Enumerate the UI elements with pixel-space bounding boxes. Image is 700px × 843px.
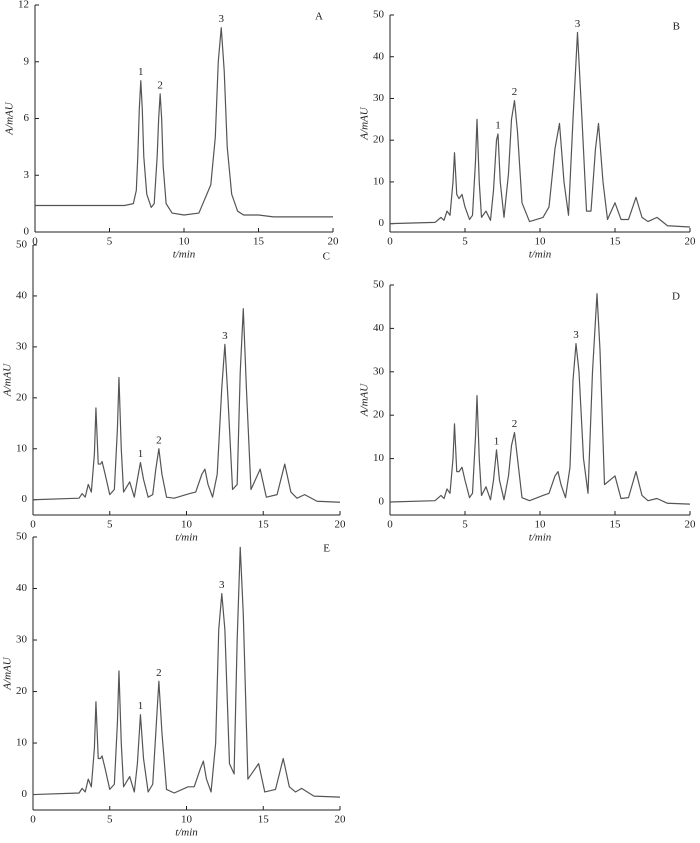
peak-label: 3 [219,579,225,591]
x-tick-label: 5 [107,814,113,826]
y-axis-label: A/mAU [2,363,14,397]
peak-label: 2 [156,667,162,679]
x-axis-label: t/min [529,249,552,261]
panel: 0 5 10 15 20 0 10 20 30 40 50 t/min A/mAU E 1 2 3 [2,531,346,839]
x-tick-label: 10 [181,814,193,826]
y-tick-label: 10 [373,175,385,187]
peak-label: 2 [156,434,162,446]
y-tick-label: 40 [16,582,28,594]
y-tick-label: 50 [16,531,28,543]
y-axis-label: A/mAU [359,106,371,140]
x-tick-label: 20 [685,236,697,248]
y-tick-label: 30 [16,634,28,646]
trace [32,546,341,798]
y-tick-label: 30 [373,365,385,377]
peak-label: 1 [138,66,144,78]
x-tick-label: 20 [335,814,347,826]
x-axis-label: t/min [175,532,198,544]
peak-label: 1 [494,435,500,447]
y-tick-label: 30 [373,92,385,104]
x-tick-label: 20 [328,236,340,248]
peak-label: 2 [157,79,163,91]
y-axis-label: A/mAU [2,656,14,690]
y-axis-label: A/mAU [359,383,371,417]
x-tick-label: 20 [685,519,697,531]
x-axis-label: t/min [175,827,198,839]
y-tick-label: 0 [379,217,385,229]
peak-label: 1 [138,700,144,712]
x-tick-label: 15 [258,519,270,531]
panel-label: B [673,21,680,33]
panel: 0 5 10 15 20 0 10 20 30 40 50 t/min A/mAU B 1 2 3 [359,9,696,261]
peak-label: 3 [575,18,581,30]
y-tick-label: 40 [373,50,385,62]
y-tick-label: 9 [24,55,30,67]
peak-label: 2 [512,86,518,98]
x-tick-label: 10 [535,519,547,531]
x-tick-label: 0 [387,236,393,248]
x-tick-label: 0 [32,236,38,248]
x-tick-label: 0 [30,519,36,531]
y-tick-label: 6 [24,112,30,124]
panel-label: E [323,543,330,555]
trace [35,27,333,218]
y-tick-label: 10 [16,442,28,454]
panel: 0 5 10 15 20 0 10 20 30 40 50 t/min A/mAU D 12 3 [359,279,696,544]
x-tick-label: 20 [335,519,347,531]
x-tick-label: 0 [30,814,36,826]
trace [389,31,691,228]
x-tick-label: 5 [462,236,468,248]
peak-label: 2 [512,418,518,430]
y-tick-label: 30 [16,340,28,352]
x-tick-label: 5 [107,519,113,531]
trace [32,308,341,503]
y-tick-label: 0 [379,496,385,508]
y-tick-label: 20 [373,134,385,146]
y-tick-label: 12 [18,0,29,11]
y-tick-label: 0 [24,226,30,238]
y-tick-label: 0 [22,788,28,800]
y-tick-label: 20 [16,685,28,697]
y-tick-label: 20 [16,391,28,403]
x-tick-label: 10 [535,236,547,248]
peak-label: 3 [222,330,228,342]
x-tick-label: 15 [610,236,622,248]
y-tick-label: 0 [22,493,28,505]
y-tick-label: 40 [373,322,385,334]
peak-label: 1 [138,448,144,460]
x-tick-label: 10 [181,519,193,531]
x-tick-label: 15 [253,236,265,248]
x-axis-label: t/min [529,532,552,544]
x-tick-label: 5 [462,519,468,531]
trace [389,293,691,505]
y-tick-label: 10 [16,737,28,749]
y-tick-label: 40 [16,289,28,301]
peak-label: 3 [219,13,225,25]
x-axis-label: t/min [173,249,196,261]
y-tick-label: 50 [16,239,28,251]
y-tick-label: 10 [373,452,385,464]
y-tick-label: 3 [24,169,30,181]
y-tick-label: 50 [373,9,385,21]
x-tick-label: 10 [179,236,191,248]
y-tick-label: 50 [373,279,385,291]
x-tick-label: 5 [107,236,113,248]
panel-label: C [323,251,330,263]
y-tick-label: 20 [373,409,385,421]
x-tick-label: 15 [258,814,270,826]
y-axis-label: A/mAU [4,101,16,135]
x-tick-label: 15 [610,519,622,531]
x-tick-label: 0 [387,519,393,531]
panel-label: A [315,11,323,23]
peak-label: 1 [495,119,501,131]
panel-label: D [672,291,680,303]
peak-label: 3 [573,329,579,341]
